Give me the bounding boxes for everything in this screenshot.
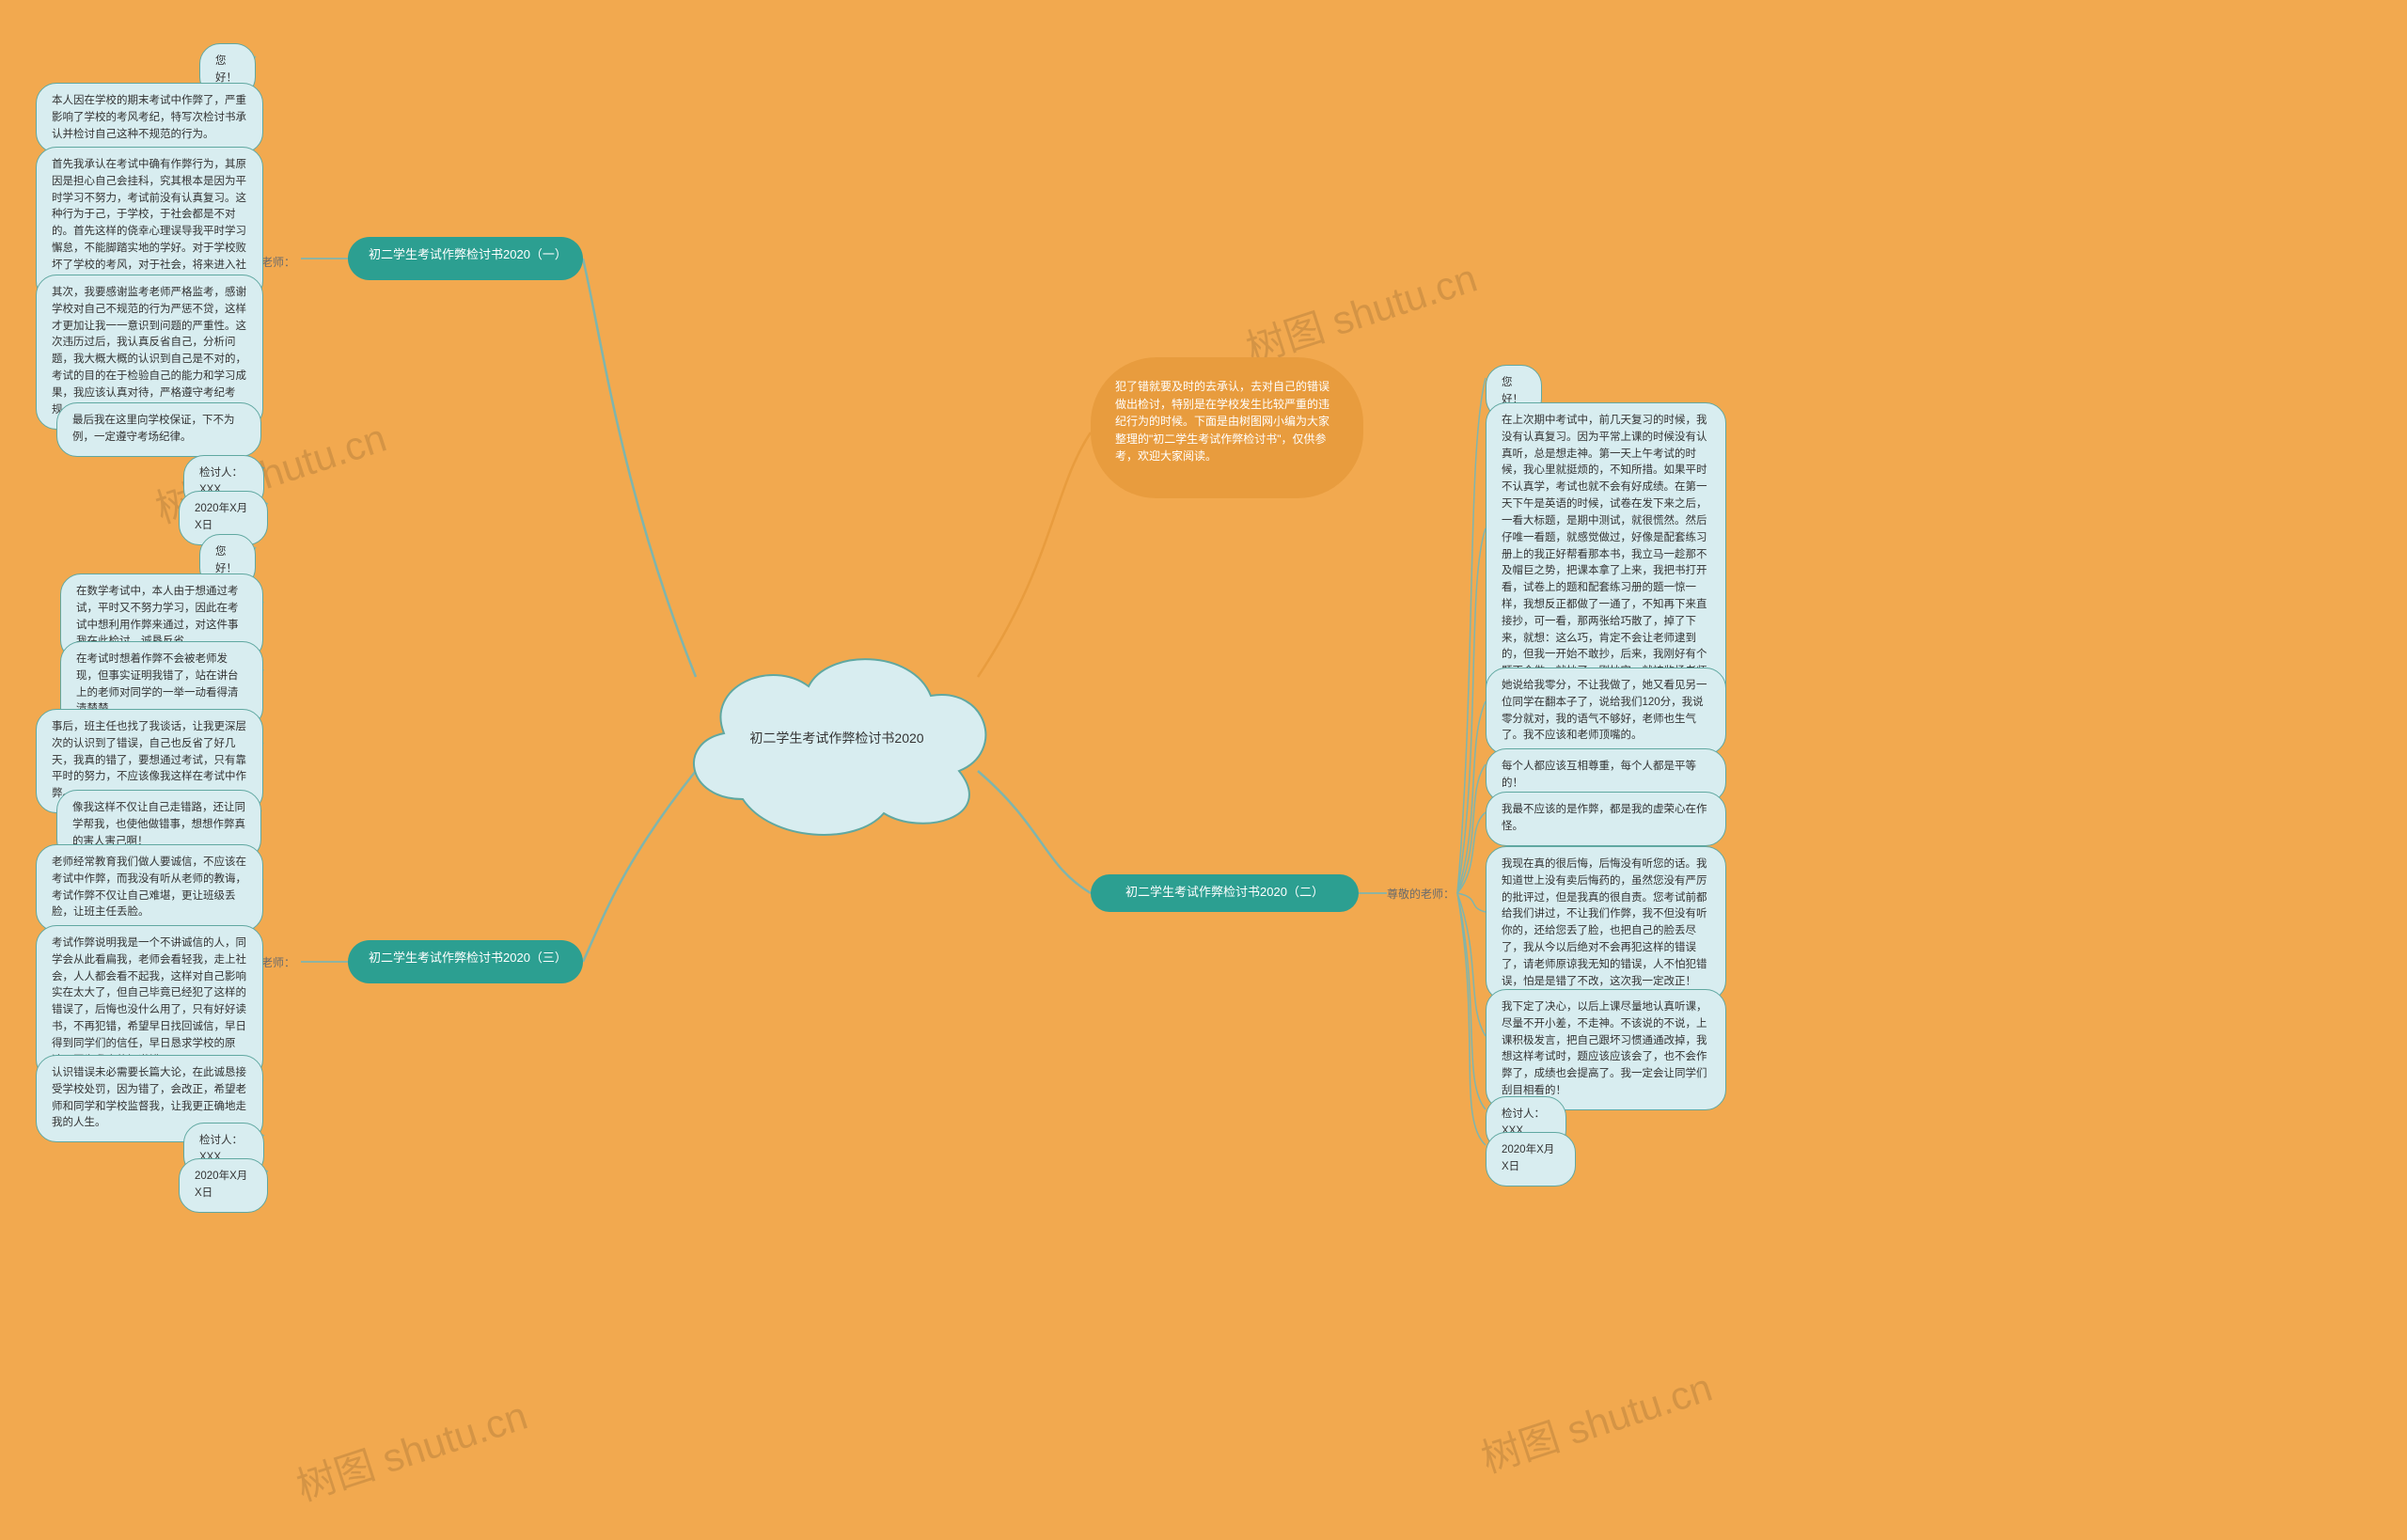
watermark: 树图 shutu.cn bbox=[1473, 1356, 1719, 1485]
center-title: 初二学生考试作弊检讨书2020 bbox=[712, 729, 961, 747]
leaf-node: 本人因在学校的期末考试中作弊了，严重影响了学校的考风考纪，特写次检讨书承认并检讨… bbox=[36, 83, 263, 153]
leaf-node: 老师经常教育我们做人要诚信，不应该在考试中作弊，而我没有听从老师的教诲，考试作弊… bbox=[36, 844, 263, 932]
center-node: 初二学生考试作弊检讨书2020 bbox=[668, 630, 1006, 846]
sub-label-2: 尊敬的老师： bbox=[1387, 886, 1455, 902]
leaf-node: 2020年X月X日 bbox=[179, 1158, 268, 1213]
branch-label-1: 初二学生考试作弊检讨书2020（一） bbox=[348, 237, 583, 280]
leaf-node: 她说给我零分，不让我做了，她又看见另一位同学在翻本子了，说给我们120分，我说零… bbox=[1486, 668, 1726, 755]
leaf-node: 我下定了决心，以后上课尽量地认真听课，尽量不开小差，不走神。不该说的不说，上课积… bbox=[1486, 989, 1726, 1110]
branch-label-2: 初二学生考试作弊检讨书2020（二） bbox=[1091, 874, 1359, 912]
leaf-node: 我现在真的很后悔，后悔没有听您的话。我知道世上没有卖后悔药的，虽然您没有严厉的批… bbox=[1486, 846, 1726, 1001]
canvas: 树图 shutu.cn 树图 shutu.cn 树图 shutu.cn 树图 s… bbox=[0, 0, 2407, 1540]
watermark: 树图 shutu.cn bbox=[1238, 246, 1484, 375]
branch-label-3: 初二学生考试作弊检讨书2020（三） bbox=[348, 940, 583, 983]
connectors bbox=[0, 0, 2407, 1540]
leaf-node: 最后我在这里向学校保证，下不为例，一定遵守考场纪律。 bbox=[56, 402, 261, 457]
leaf-node: 在上次期中考试中，前几天复习的时候，我没有认真复习。因为平常上课的时候没有认真听… bbox=[1486, 402, 1726, 708]
leaf-node: 2020年X月X日 bbox=[1486, 1132, 1576, 1186]
watermark: 树图 shutu.cn bbox=[289, 1384, 534, 1513]
leaf-node: 我最不应该的是作弊，都是我的虚荣心在作怪。 bbox=[1486, 792, 1726, 846]
intro-node: 犯了错就要及时的去承认，去对自己的错误做出检讨，特别是在学校发生比较严重的违纪行… bbox=[1091, 357, 1363, 498]
